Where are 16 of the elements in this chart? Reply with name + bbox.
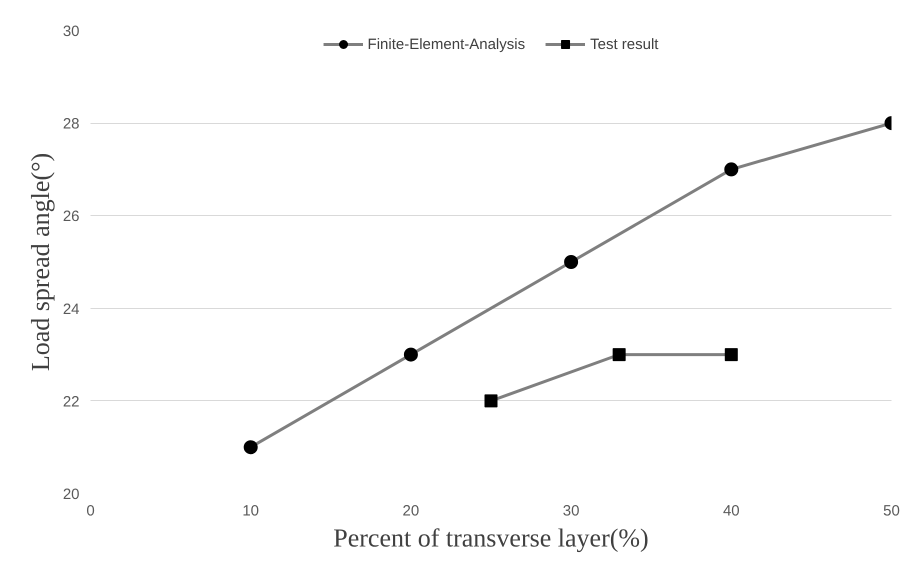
x-tick-label: 40	[722, 502, 740, 520]
y-tick-label: 30	[62, 23, 80, 40]
y-tick-label: 22	[62, 393, 80, 410]
x-tick-label: 50	[883, 502, 900, 520]
y-axis-title: Load spread angle(°)	[26, 152, 55, 372]
x-tick-label: 0	[86, 502, 95, 520]
x-tick-label: 20	[402, 502, 420, 520]
legend-label: Test result	[590, 36, 658, 52]
x-tick-label: 30	[562, 502, 580, 520]
legend-label: Finite-Element-Analysis	[368, 36, 526, 52]
x-axis-title: Percent of transverse layer(%)	[333, 524, 649, 552]
y-tick-label: 26	[62, 208, 80, 226]
y-tick-label: 28	[62, 116, 80, 133]
y-tick-label: 24	[62, 300, 80, 318]
x-tick-label: 10	[242, 502, 260, 520]
y-tick-label: 20	[62, 486, 80, 503]
